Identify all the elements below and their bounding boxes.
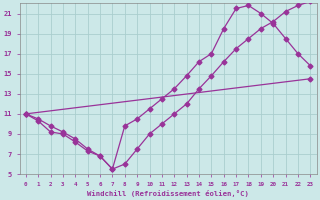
X-axis label: Windchill (Refroidissement éolien,°C): Windchill (Refroidissement éolien,°C) xyxy=(87,190,249,197)
